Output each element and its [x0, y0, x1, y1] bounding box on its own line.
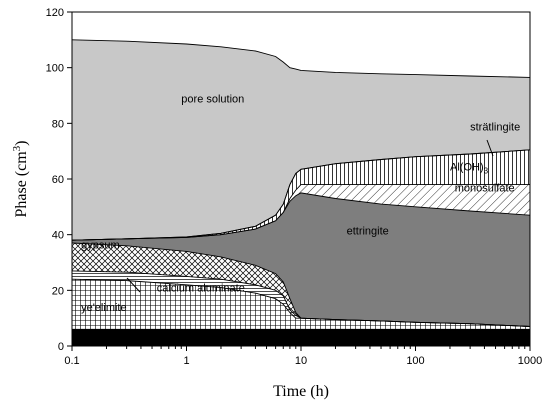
region-al-oh-3	[72, 149, 530, 241]
y-axis: 0 20 40 60 80 100 120	[46, 7, 72, 353]
label-al-oh-3: Al(OH)3	[450, 162, 489, 176]
y-tick-label: 120	[46, 7, 64, 19]
label-ettringite: ettringite	[347, 226, 389, 238]
boundary-gypsum	[71, 242, 531, 327]
label-ye-elimite: ye'elimite	[81, 302, 127, 314]
calcium-aluminate-pointer	[126, 277, 141, 293]
y-axis-title-main: Phase (cm	[13, 151, 30, 218]
region-pore-solution	[72, 39, 530, 241]
x-tick-label: 1000	[518, 355, 542, 367]
boundary-monosulfate	[71, 184, 530, 241]
region-labels: pore solution strätlingite Al(OH)3 monosulf…	[81, 94, 520, 341]
x-tick-label: 1	[183, 355, 189, 367]
x-axis: 0.1 1 10 100 1000	[64, 346, 542, 367]
label-calcium-aluminate: calcium aluminate	[157, 283, 245, 295]
label-gypsum: gypsum	[81, 240, 120, 252]
strätlingite-pointer	[486, 139, 494, 157]
y-tick-label: 20	[52, 285, 64, 297]
y-axis-title-end: )	[13, 140, 30, 145]
label-inert: inert	[81, 329, 102, 341]
y-tick-label: 40	[52, 230, 64, 242]
x-tick-label: 100	[406, 355, 424, 367]
region-monosulfate	[72, 184, 530, 241]
region-inert	[72, 329, 530, 346]
boundary-lines	[71, 39, 531, 330]
y-tick-label: 100	[46, 63, 64, 75]
y-tick-label: 80	[52, 118, 64, 130]
label-str-tlingite: strätlingite	[470, 121, 520, 133]
boundary-pore-solution	[71, 39, 531, 78]
stacked-regions	[72, 39, 530, 346]
y-axis-title-sup: 3	[11, 145, 23, 151]
boundary-str-tlingite	[71, 149, 531, 241]
y-axis-title: Phase (cm3)	[11, 140, 30, 217]
y-tick-label: 0	[58, 341, 64, 353]
label-pore-solution: pore solution	[181, 94, 244, 106]
y-tick-label: 60	[52, 174, 64, 186]
x-tick-label: 10	[295, 355, 307, 367]
region-ye-elimite	[72, 279, 530, 330]
x-tick-label: 0.1	[64, 355, 79, 367]
label-monosulfate: monosulfate	[455, 183, 515, 195]
region-gypsum	[72, 243, 530, 327]
x-axis-title: Time (h)	[273, 383, 329, 400]
region-ettringite	[72, 192, 530, 327]
